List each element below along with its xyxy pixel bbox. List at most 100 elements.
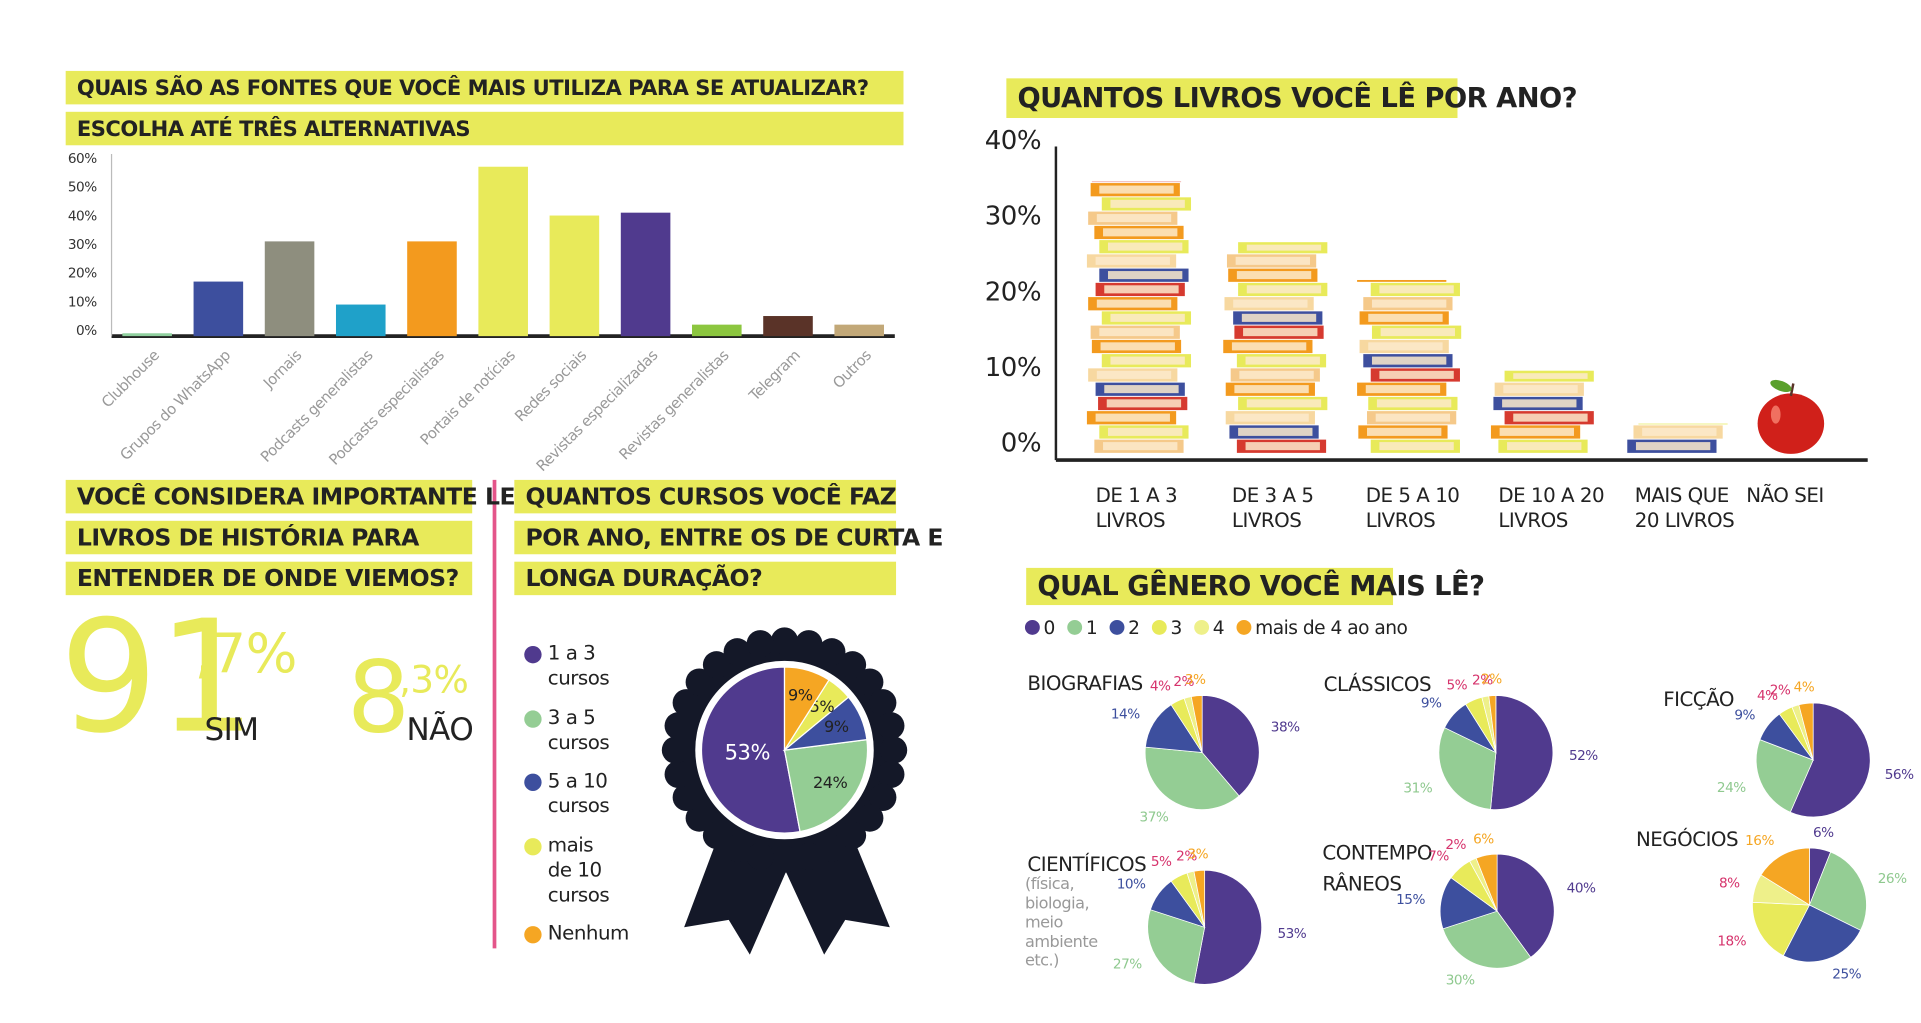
pie-slice <box>1760 847 1810 906</box>
pie-slice <box>1438 727 1497 810</box>
x-tick-label: Redes sociais <box>511 346 590 425</box>
book-pages <box>1235 256 1310 265</box>
pie-slice <box>1190 695 1203 753</box>
bar <box>335 304 386 337</box>
legend-label-box: Nenhum <box>548 921 630 945</box>
slice-label: 9% <box>1734 708 1755 724</box>
pie-title: FICÇÃO <box>1663 688 1734 711</box>
book-pages <box>1096 299 1172 308</box>
badge-scallop <box>746 842 774 871</box>
legend-label: 3 a 5 cursos <box>547 705 610 754</box>
title-band <box>514 479 897 514</box>
legend-label: 5 a 10 cursos <box>547 768 610 818</box>
book-pages <box>1234 413 1309 422</box>
legend-swatch <box>524 710 542 728</box>
pie-slice <box>1145 704 1203 753</box>
badge-scallop <box>795 630 823 658</box>
slice-label: 9% <box>824 717 849 736</box>
pie-slice <box>783 738 869 833</box>
badge-scallop <box>685 804 713 832</box>
slice-label: 25% <box>1832 966 1861 982</box>
title: POR ANO, ENTRE OS DE CURTA E <box>525 523 942 551</box>
slice-label: 2% <box>1445 837 1466 853</box>
slice-label: 9% <box>1421 696 1442 712</box>
badge-scallop <box>838 821 867 849</box>
slice-label: 4% <box>1794 679 1815 695</box>
pie-slice <box>1193 869 1262 985</box>
y-tick-label: 40% <box>985 126 1041 156</box>
pie-slice <box>1782 904 1862 963</box>
pie-note-box: (física, biologia, meio ambiente etc.) <box>1025 875 1098 971</box>
badge-scallop <box>723 834 751 862</box>
title: VOCÊ CONSIDERA IMPORTANTE LER <box>77 482 533 510</box>
slice-label: 14% <box>1111 707 1140 723</box>
big-number: 8 <box>347 641 410 756</box>
slice-label: 2% <box>1176 848 1197 864</box>
book-pages <box>1107 242 1183 251</box>
x-tick-label-box: NÃO SEI <box>1746 484 1824 508</box>
legend-label: 1 a 3 cursos <box>547 641 610 690</box>
book-pages <box>1243 328 1318 337</box>
slice-label: 37% <box>1140 809 1169 825</box>
legend-swatch <box>524 838 542 856</box>
book-pages <box>1103 442 1178 451</box>
book-pages <box>1513 413 1588 422</box>
big-number-decimal: ,7% <box>195 621 297 685</box>
y-tick-label: 0% <box>1001 428 1041 458</box>
badge-scallop <box>877 760 905 788</box>
badge-scallop <box>877 712 905 740</box>
slice-label: 2% <box>1173 674 1194 690</box>
book-pages <box>1380 328 1456 337</box>
answer-label: SIM <box>204 712 258 748</box>
pie-slice <box>1496 853 1555 958</box>
slice-label: 38% <box>1271 719 1300 735</box>
bar <box>692 324 742 337</box>
slice-label: 2% <box>1481 672 1502 688</box>
book-pages <box>1110 356 1185 365</box>
legend-label: 0 <box>1044 618 1055 639</box>
y-tick-label: 20% <box>68 266 97 282</box>
badge-scallop <box>838 651 867 679</box>
badge-scallop <box>856 804 884 832</box>
book-pages <box>1499 427 1574 436</box>
slice-label: 26% <box>1878 871 1907 887</box>
x-tick-label: DE 10 A 20 LIVROS <box>1498 483 1605 532</box>
pie-title: CLÁSSICOS <box>1324 673 1431 696</box>
slice-label: 3% <box>1185 672 1206 688</box>
book-pages <box>1367 427 1442 436</box>
legend-label: 4 <box>1213 618 1224 639</box>
bar <box>407 241 457 337</box>
pie-slice <box>1475 853 1498 912</box>
title-band <box>514 520 897 555</box>
badge-scallop <box>672 783 700 812</box>
book-pages <box>1096 370 1172 379</box>
bar <box>478 166 528 337</box>
legend-label-box: 3 a 5 cursos <box>547 705 610 754</box>
title-band <box>65 561 473 596</box>
pie-slice <box>1789 702 1871 818</box>
book-pages <box>1365 385 1441 394</box>
book-pages <box>1371 356 1447 365</box>
pie-slice <box>1147 909 1206 984</box>
book-pages <box>1503 385 1578 394</box>
book <box>1357 279 1447 282</box>
badge-scallop <box>869 689 897 717</box>
pie-title: RÂNEOS <box>1322 873 1401 896</box>
book-pages <box>1371 299 1447 308</box>
book-pages <box>1103 228 1178 237</box>
slice-label: 7% <box>1428 848 1449 864</box>
book-pages <box>1239 370 1314 379</box>
book-pages <box>1507 442 1582 451</box>
slice-label: 4% <box>1150 679 1171 695</box>
slice-label: 8% <box>1719 875 1740 891</box>
bar <box>264 241 315 337</box>
slice-label: 27% <box>1113 957 1142 973</box>
badge-scallop <box>770 627 799 655</box>
y-tick-label: 30% <box>68 237 97 253</box>
big-number: 91 <box>59 587 255 768</box>
slice-label: 16% <box>1745 833 1774 849</box>
slice-label: 18% <box>1717 934 1746 950</box>
pie-title: CIENTÍFICOS <box>1027 853 1146 876</box>
legend-label: mais de 10 cursos <box>547 833 610 907</box>
